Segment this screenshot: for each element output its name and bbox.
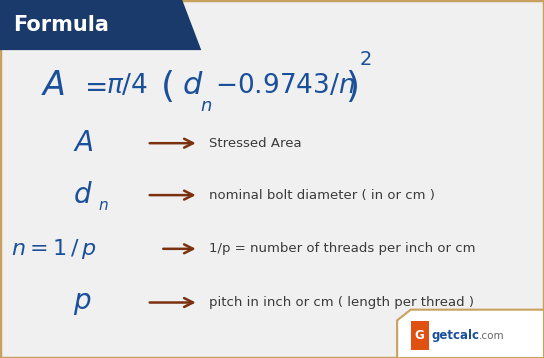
Text: $- 0.9743/n$: $- 0.9743/n$ [215,73,355,99]
Text: $n$: $n$ [98,198,109,213]
Text: nominal bolt diameter ( in or cm ): nominal bolt diameter ( in or cm ) [209,189,435,202]
Text: G: G [415,329,424,342]
Text: $)$: $)$ [345,68,358,104]
Text: $n$: $n$ [200,97,212,115]
Text: .com: .com [479,331,504,341]
Text: Formula: Formula [14,15,109,35]
Text: $2$: $2$ [359,49,372,69]
Text: $p$: $p$ [73,289,92,316]
Text: $d$: $d$ [73,181,93,209]
Text: $\pi/4$: $\pi/4$ [106,73,148,99]
Text: $A$: $A$ [41,69,65,102]
Text: 1/p = number of threads per inch or cm: 1/p = number of threads per inch or cm [209,242,476,255]
Text: $($: $($ [160,68,174,104]
Polygon shape [0,0,201,50]
Polygon shape [397,310,544,358]
Text: pitch in inch or cm ( length per thread ): pitch in inch or cm ( length per thread … [209,296,474,309]
Text: $A$: $A$ [73,129,94,157]
Text: getcalc: getcalc [431,329,479,342]
Text: $d$: $d$ [182,71,204,101]
Text: Stressed Area: Stressed Area [209,137,302,150]
FancyBboxPatch shape [411,321,429,350]
Text: $n = 1\,/\,p$: $n = 1\,/\,p$ [11,237,96,261]
Text: $=$: $=$ [79,72,107,100]
